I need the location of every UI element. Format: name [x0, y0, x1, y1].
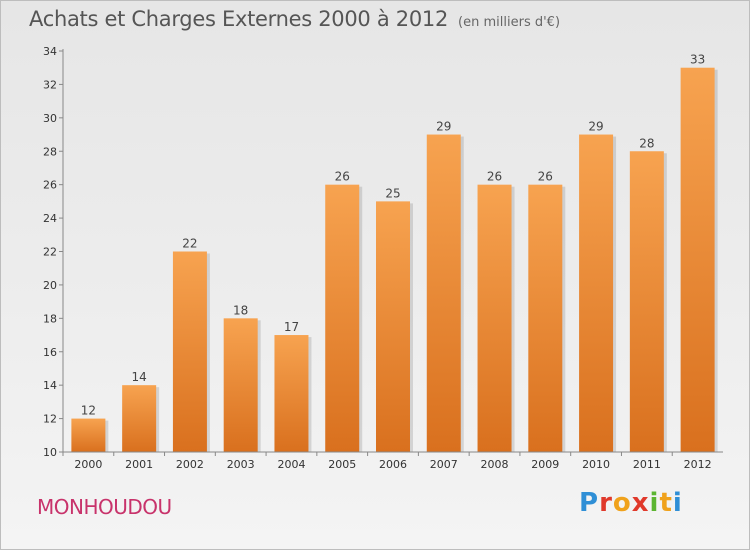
y-tick-label: 22 [43, 246, 57, 259]
logo-letter: P [579, 488, 600, 518]
data-label: 29 [436, 120, 451, 134]
commune-name: MONHOUDOU [37, 495, 172, 519]
y-tick-label: 28 [43, 145, 57, 158]
y-tick-label: 20 [43, 279, 57, 292]
proxiti-logo[interactable]: Proxiti [579, 488, 683, 518]
data-label: 12 [81, 404, 96, 418]
x-tick-label: 2005 [328, 458, 356, 471]
y-tick-label: 18 [43, 312, 57, 325]
y-tick-label: 30 [43, 112, 57, 125]
bar [223, 318, 258, 452]
x-tick-label: 2009 [531, 458, 559, 471]
bar [325, 184, 360, 452]
logo-letter: x [631, 488, 650, 518]
data-label: 22 [182, 237, 197, 251]
x-tick-label: 2010 [582, 458, 610, 471]
x-tick-label: 2011 [633, 458, 661, 471]
y-tick-label: 14 [43, 379, 57, 392]
y-tick-label: 32 [43, 78, 57, 91]
data-label: 28 [639, 136, 654, 150]
data-label: 14 [132, 370, 147, 384]
bar [71, 418, 106, 452]
unit-note: (en milliers d'€) [458, 15, 561, 30]
bar [477, 184, 512, 452]
title-text: Achats et Charges Externes 2000 à 2012 [29, 7, 449, 31]
bar [426, 134, 461, 452]
bar [376, 201, 410, 452]
logo-letter: t [659, 488, 673, 518]
x-tick-label: 2008 [481, 458, 509, 471]
bar [172, 251, 207, 452]
chart-title: Achats et Charges Externes 2000 à 2012 (e… [29, 7, 560, 31]
data-label: 26 [335, 170, 350, 184]
x-tick-label: 2012 [684, 458, 712, 471]
y-tick-label: 34 [43, 45, 57, 58]
bars-layer: 12 14 22 18 17 26 25 29 26 26 29 28 33 [71, 53, 718, 452]
x-tick-label: 2000 [74, 458, 102, 471]
data-label: 26 [538, 170, 553, 184]
data-label: 29 [588, 120, 603, 134]
bar [629, 151, 664, 452]
y-tick-label: 12 [43, 413, 57, 426]
bar [528, 184, 563, 452]
x-tick-label: 2004 [277, 458, 305, 471]
logo-letter: o [612, 488, 632, 518]
y-tick-label: 16 [43, 346, 57, 359]
data-label: 18 [233, 303, 248, 317]
x-tick-label: 2006 [379, 458, 407, 471]
y-tick-label: 24 [43, 212, 57, 225]
data-label: 33 [690, 53, 705, 67]
x-tick-label: 2002 [176, 458, 204, 471]
bar [274, 335, 309, 452]
x-tick-label: 2007 [430, 458, 458, 471]
logo-letter: i [672, 488, 683, 518]
data-label: 25 [385, 186, 400, 200]
axes: 2000 2001 2002 2003 2004 2005 2006 2007 2008 2009… [43, 45, 723, 471]
y-tick-label: 26 [43, 179, 57, 192]
x-tick-label: 2003 [227, 458, 255, 471]
x-tick-label: 2001 [125, 458, 153, 471]
bar [579, 134, 614, 452]
logo-letter: r [599, 488, 613, 518]
data-label: 17 [284, 320, 299, 334]
logo-letter: i [649, 488, 660, 518]
data-label: 26 [487, 170, 502, 184]
bar [122, 385, 157, 452]
y-tick-label: 10 [43, 446, 57, 459]
bar [680, 67, 715, 452]
